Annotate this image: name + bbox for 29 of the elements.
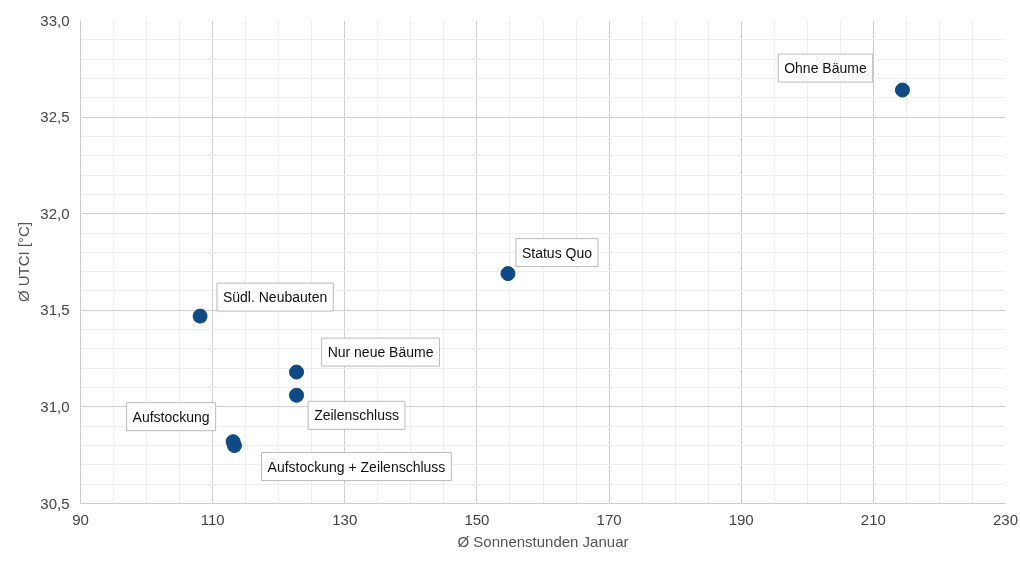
x-tick-label: 150	[464, 510, 490, 528]
point	[894, 82, 910, 98]
y-axis-title: Ø UTCI [°C]	[15, 221, 33, 303]
x-tick-label: 90	[72, 510, 89, 528]
annotation: Nur neue Bäume	[327, 344, 434, 361]
annotation: Aufstockung	[132, 408, 210, 425]
x-tick-label: 110	[200, 510, 225, 528]
annotation: Südl. Neubauten	[222, 289, 328, 306]
annotation: Zeilenschluss	[314, 407, 399, 424]
annotation: Status Quo	[521, 244, 593, 261]
y-tick-label: 32,5	[40, 108, 70, 126]
point	[192, 308, 208, 324]
annotation: Ohne Bäume	[784, 60, 867, 77]
point	[226, 438, 242, 454]
y-tick-label: 30,5	[40, 494, 70, 512]
point	[500, 266, 516, 282]
y-tick-label: 31,0	[40, 397, 70, 415]
x-tick-label: 190	[728, 510, 754, 528]
y-tick-label: 32,0	[40, 204, 70, 222]
y-tick-label: 33,0	[40, 11, 70, 29]
x-axis-title: Ø Sonnenstunden Januar	[457, 532, 629, 550]
x-tick-label: 170	[596, 510, 622, 528]
x-tick-label: 130	[332, 510, 358, 528]
y-tick-label: 31,5	[40, 301, 70, 319]
point	[289, 387, 305, 403]
point	[289, 364, 305, 380]
annotation: Aufstockung + Zeilenschluss	[267, 458, 446, 475]
x-tick-label: 230	[992, 510, 1019, 528]
x-tick-label: 210	[860, 510, 886, 528]
